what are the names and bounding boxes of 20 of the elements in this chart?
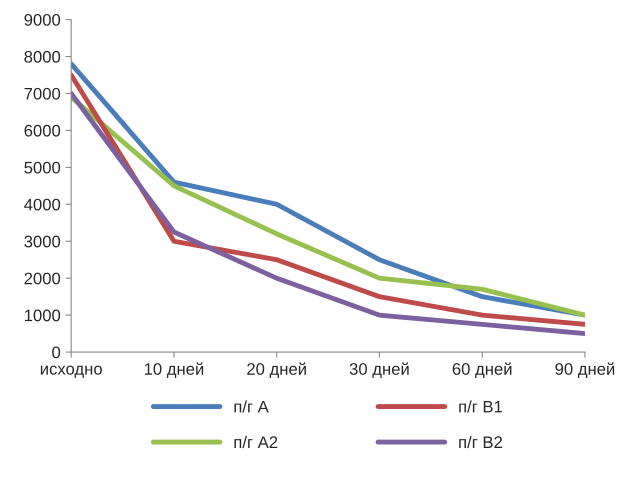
legend-label: п/г В1 [459,400,502,413]
y-tick-label: 0 [52,346,60,358]
y-tick-label: 2000 [24,272,60,284]
x-tick-label: 30 дней [350,362,409,378]
legend-label: п/г В2 [459,436,502,448]
x-tick-label: исходно [40,366,102,378]
y-tick-label: 4000 [24,198,60,210]
x-tick-label: 10 дней [144,362,204,378]
y-tick-label: 8000 [24,50,60,63]
y-tick-label: 3000 [24,236,60,248]
legend-label: п/г А2 [234,436,278,448]
y-tick-label: 9000 [24,14,60,26]
x-tick-label: 20 дней [247,362,306,378]
y-tick-label: 6000 [24,124,60,137]
y-tick-label: 1000 [24,310,60,322]
y-tick-label: 5000 [24,162,60,174]
y-tick-label: 7000 [24,88,60,100]
x-tick-label: 90 дней [555,362,614,378]
x-tick-label: 60 дней [452,362,512,378]
legend-label: п/г А [234,400,269,413]
